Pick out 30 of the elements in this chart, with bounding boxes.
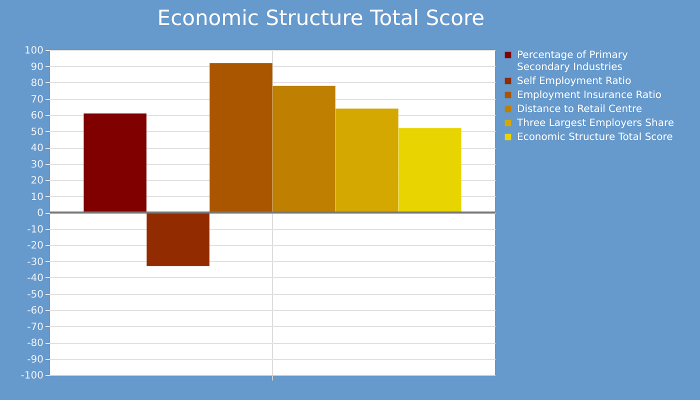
- y-tick-label: 60: [30, 110, 44, 122]
- y-tick-label: 50: [30, 126, 44, 138]
- y-tick-label: -60: [27, 306, 44, 316]
- y-tick-label: -40: [27, 273, 44, 284]
- y-tick-label: 40: [30, 143, 44, 154]
- legend-label: Percentage of Primary Secondary Industries: [517, 50, 628, 73]
- legend-label: Employment Insurance Ratio: [517, 90, 662, 101]
- y-tick-label: -10: [27, 224, 44, 236]
- y-tick-label: -70: [27, 322, 44, 333]
- legend-label: Three Largest Employers Share: [516, 118, 674, 129]
- y-tick-label: -50: [27, 289, 44, 300]
- y-tick-label: 90: [30, 62, 44, 73]
- y-tick-label: 0: [37, 208, 44, 219]
- y-tick-label: 70: [30, 94, 44, 106]
- bar: [83, 113, 147, 213]
- y-tick-label: -30: [27, 256, 44, 268]
- y-tick-label: 30: [30, 159, 44, 170]
- y-tick-label: -80: [27, 338, 44, 349]
- legend-label: Economic Structure Total Score: [517, 132, 673, 143]
- chart-title: Economic Structure Total Score: [157, 6, 485, 30]
- y-tick-label: -100: [20, 370, 44, 382]
- y-tick-label: 20: [30, 176, 44, 186]
- y-tick-label: -90: [27, 354, 44, 366]
- legend-label: Distance to Retail Centre: [517, 104, 642, 115]
- y-tick-label: 100: [24, 46, 44, 56]
- legend-label: Self Employment Ratio: [517, 76, 632, 87]
- bar: [146, 212, 210, 266]
- y-tick-label: 80: [30, 78, 44, 89]
- y-tick-label: 10: [30, 192, 44, 203]
- y-tick-label: -20: [27, 240, 44, 252]
